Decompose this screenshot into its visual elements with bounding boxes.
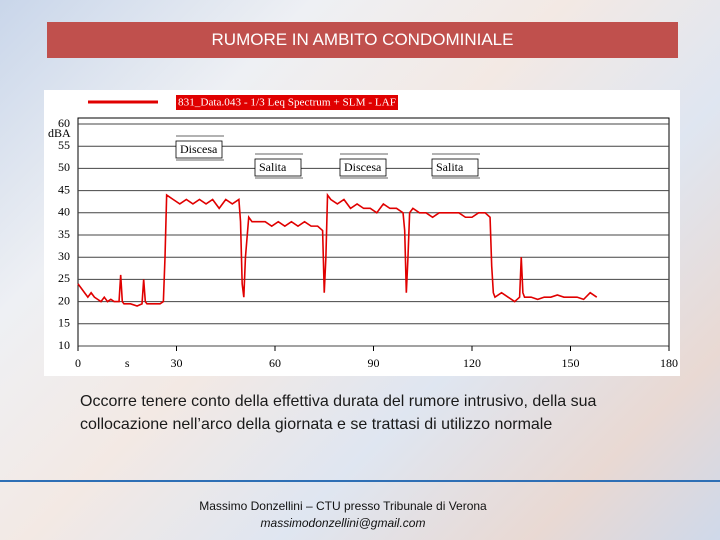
- annotation: Discesa: [180, 142, 218, 156]
- legend-background: [176, 95, 398, 110]
- y-axis-label: dBA: [48, 126, 71, 140]
- annotation-box: [175, 140, 223, 159]
- footer-author: Massimo Donzellini – CTU presso Tribunal…: [199, 499, 487, 513]
- x-tick-label: 60: [269, 356, 281, 370]
- x-tick-label: 30: [171, 356, 183, 370]
- x-tick-label: 180: [660, 356, 678, 370]
- y-tick-label: 45: [58, 182, 70, 196]
- chart-background: [44, 90, 680, 376]
- y-tick-label: 30: [58, 249, 70, 263]
- y-tick-label: 55: [58, 138, 70, 152]
- y-tick-label: 25: [58, 271, 70, 285]
- data-line: [77, 192, 598, 307]
- y-tick-label: 10: [58, 338, 70, 352]
- y-tick-label: 40: [58, 205, 70, 219]
- annotation-box: [339, 158, 387, 177]
- y-tick-label: 60: [58, 116, 70, 130]
- body-text: Occorre tenere conto della effettiva dur…: [80, 393, 597, 433]
- y-tick-label: 35: [58, 227, 70, 241]
- annotation: Salita: [436, 160, 464, 174]
- annotation: Discesa: [344, 160, 382, 174]
- footer-rule: [0, 480, 720, 482]
- y-tick-label: 20: [58, 293, 70, 307]
- x-tick-label: 90: [368, 356, 380, 370]
- y-tick-label: 50: [58, 160, 70, 174]
- y-tick-label: 15: [58, 316, 70, 330]
- annotation-box: [431, 158, 479, 177]
- legend-label: 831_Data.043 - 1/3 Leq Spectrum + SLM - …: [178, 97, 396, 109]
- slide-title: RUMORE IN AMBITO CONDOMINIALE: [47, 22, 678, 58]
- x-axis-label: s: [125, 356, 130, 370]
- annotation-box: [254, 158, 302, 177]
- x-tick-label: 0: [75, 356, 81, 370]
- x-tick-label: 120: [463, 356, 481, 370]
- x-tick-label: 150: [562, 356, 580, 370]
- annotation: Salita: [259, 160, 287, 174]
- chart: 831_Data.043 - 1/3 Leq Spectrum + SLM - …: [44, 90, 680, 376]
- footer-email: massimodonzellini@gmail.com: [260, 516, 426, 530]
